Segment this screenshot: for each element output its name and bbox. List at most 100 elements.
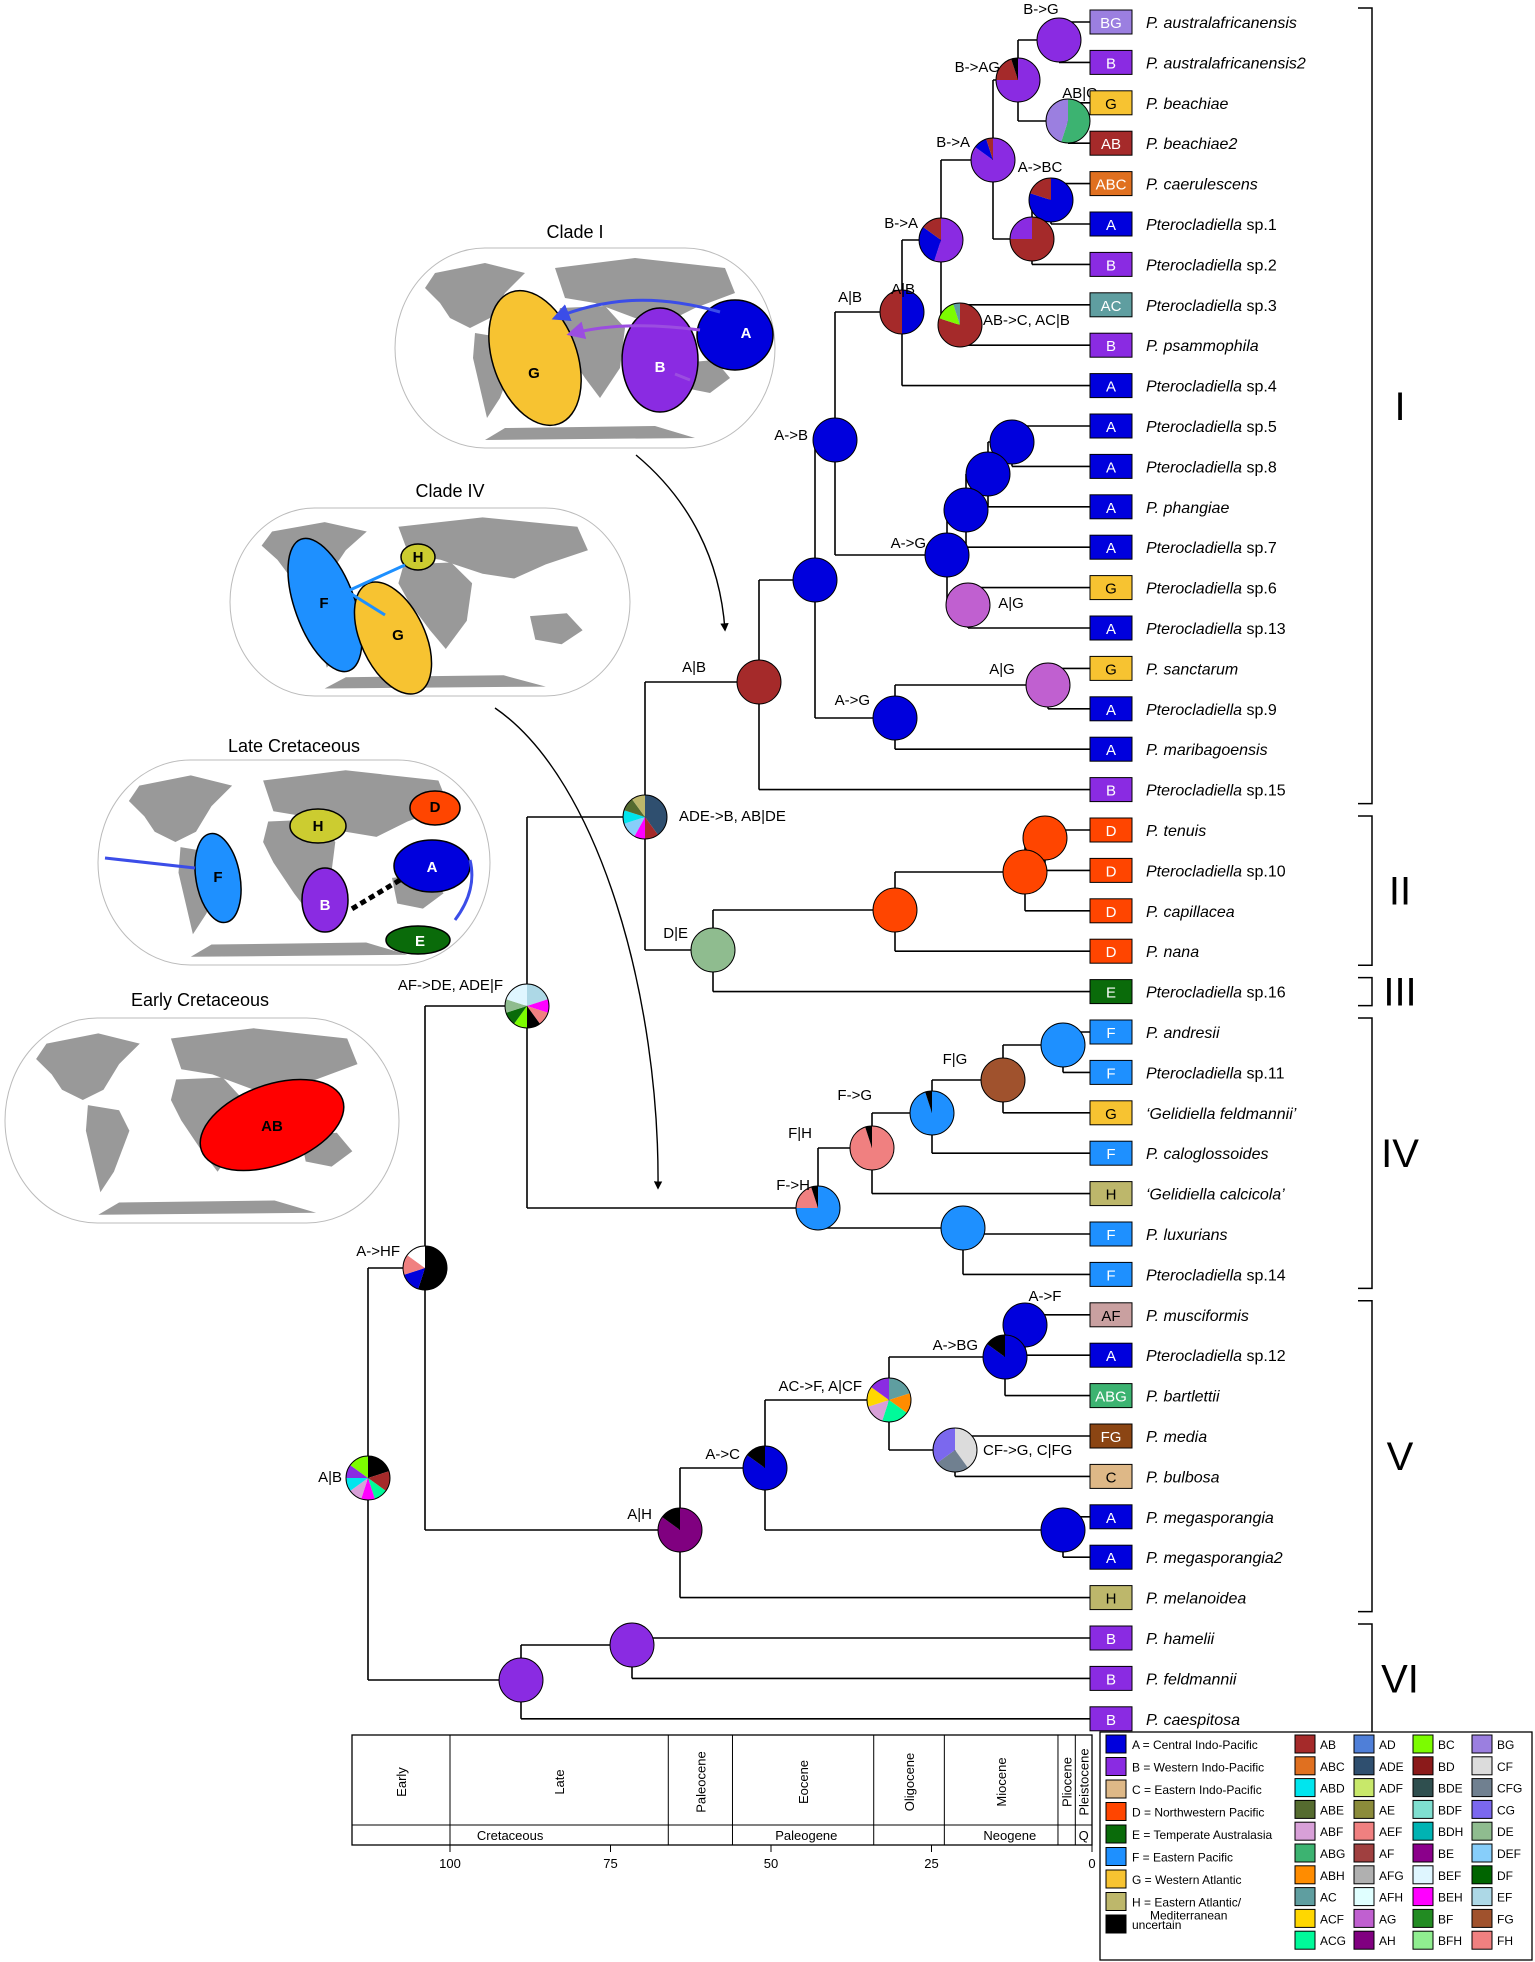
landmass-5 (485, 426, 695, 440)
legend-label: FH (1497, 1934, 1513, 1948)
range-code: FG (1101, 1429, 1122, 1446)
legend-combo-entry: BFH (1412, 1930, 1462, 1950)
range-code: C (1106, 1469, 1117, 1486)
range-code-box (1089, 1019, 1133, 1045)
legend-label: AFG (1379, 1869, 1404, 1883)
legend-combo-entry: DE (1471, 1821, 1514, 1841)
region-ellipse-g (488, 289, 582, 427)
region-ellipse-h (289, 808, 347, 844)
range-code-box (1089, 817, 1133, 843)
ancestral-range-pie (1002, 849, 1048, 895)
tip-row: D P. tenuis (1089, 817, 1206, 843)
tip-row: A P. maribagoensis (1089, 736, 1268, 762)
legend-combo-entry: BDH (1412, 1821, 1463, 1841)
inset-title: Clade IV (415, 481, 484, 501)
pie-outline (504, 983, 550, 1029)
pie-slice (882, 1400, 907, 1422)
taxon-name: P. caespitosa (1146, 1712, 1240, 1729)
legend-combo-entry: AEF (1353, 1821, 1402, 1841)
taxon-name: P. megasporangia (1146, 1510, 1274, 1527)
period-label: Cretaceous (477, 1828, 544, 1843)
pie-slice (736, 659, 782, 705)
pie-slice (971, 137, 1016, 182)
dispersal-arrow (551, 298, 721, 322)
tip-row: G Pterocladiella sp.6 (1089, 575, 1277, 601)
node-label: A->C (705, 1446, 740, 1463)
legend-swatch (1471, 1734, 1493, 1754)
clade-bracket-V: V (1358, 1300, 1414, 1613)
range-code: A (1106, 500, 1116, 517)
dispersal-arrow (344, 588, 386, 617)
range-code: A (1106, 621, 1116, 638)
pie-slice (1061, 98, 1091, 143)
taxon-name: Pterocladiella sp.10 (1146, 863, 1286, 880)
node-label: F|G (943, 1051, 968, 1068)
tip-row: F Pterocladiella sp.14 (1089, 1261, 1286, 1287)
taxon-name: Pterocladiella sp.8 (1146, 459, 1277, 476)
taxon-name: P. maribagoensis (1146, 742, 1268, 759)
tip-row: AB P. beachiae2 (1089, 130, 1237, 156)
ancestral-range-pie (345, 1455, 391, 1501)
landmass-0 (36, 1033, 140, 1100)
legend-label: BC (1438, 1738, 1455, 1752)
legend-label: BDE (1438, 1782, 1463, 1796)
legend-label: CG (1497, 1803, 1515, 1817)
range-code-box (1089, 777, 1133, 803)
legend-swatch (1412, 1843, 1434, 1863)
pie-slice (624, 799, 645, 817)
pie-slice (662, 1508, 680, 1530)
clade-bracket-IV: IV (1358, 1017, 1419, 1290)
pie-slice (986, 138, 993, 160)
range-code: G (1105, 1106, 1117, 1123)
region-label-f: F (319, 595, 328, 612)
epoch-label: Early (394, 1767, 409, 1797)
legend-swatch (1105, 1824, 1127, 1844)
legend-region-entry: G = Western Atlantic (1105, 1869, 1242, 1889)
legend-region-entry: C = Eastern Indo-Pacific (1105, 1779, 1262, 1799)
pie-outline (622, 794, 668, 840)
region-ellipse-b (621, 307, 699, 413)
legend-label: BEF (1438, 1869, 1461, 1883)
legend-label: AB (1320, 1738, 1336, 1752)
tip-row: B P. psammophila (1089, 332, 1259, 358)
taxon-name: P. beachiae (1146, 96, 1229, 113)
pie-slice (983, 1335, 1028, 1380)
range-code-box (1089, 534, 1133, 560)
clade-numeral: IV (1381, 1132, 1419, 1176)
ancestral-range-pie (1009, 216, 1055, 262)
legend-label: BD (1438, 1760, 1455, 1774)
pie-slice (658, 1508, 703, 1552)
taxon-name: P. media (1146, 1429, 1207, 1446)
legend-label: F = Eastern Pacific (1132, 1851, 1233, 1865)
region-label-a: A (741, 325, 752, 342)
bracket-line (1358, 976, 1373, 1007)
legend-combo-entry: AF (1353, 1843, 1394, 1863)
pie-outline (970, 137, 1016, 183)
legend-swatch (1294, 1865, 1316, 1885)
ancestral-range-pie (1045, 98, 1091, 144)
ancestral-range-pie (943, 487, 989, 533)
legend-combo-entry: FH (1471, 1930, 1513, 1950)
range-code-box (1089, 90, 1133, 116)
landmass-5 (324, 675, 546, 689)
legend-combo-entry: BD (1412, 1756, 1455, 1776)
range-code: E (1106, 985, 1116, 1002)
node-label: A|H (627, 1506, 652, 1523)
tip-row: G P. beachiae (1089, 90, 1229, 116)
tip-row: BG P. australafricanensis (1089, 9, 1297, 35)
range-code-box (1089, 1100, 1133, 1126)
legend-label: AD (1379, 1738, 1396, 1752)
tip-row: A Pterocladiella sp.5 (1089, 413, 1277, 439)
range-code: F (1106, 1146, 1115, 1163)
tip-row: H ‘Gelidiella calcicola’ (1089, 1181, 1285, 1207)
node-label: A|B (318, 1469, 342, 1486)
region-ellipse-f (194, 832, 242, 924)
node-label: ADE->B, AB|DE (679, 808, 786, 825)
ancestral-range-pie (792, 557, 838, 603)
ancestral-range-pie (918, 217, 964, 263)
legend-swatch (1353, 1799, 1375, 1819)
legend-swatch (1412, 1821, 1434, 1841)
bracket-line (1358, 7, 1373, 805)
tip-row: ABG P. bartlettii (1089, 1383, 1220, 1409)
